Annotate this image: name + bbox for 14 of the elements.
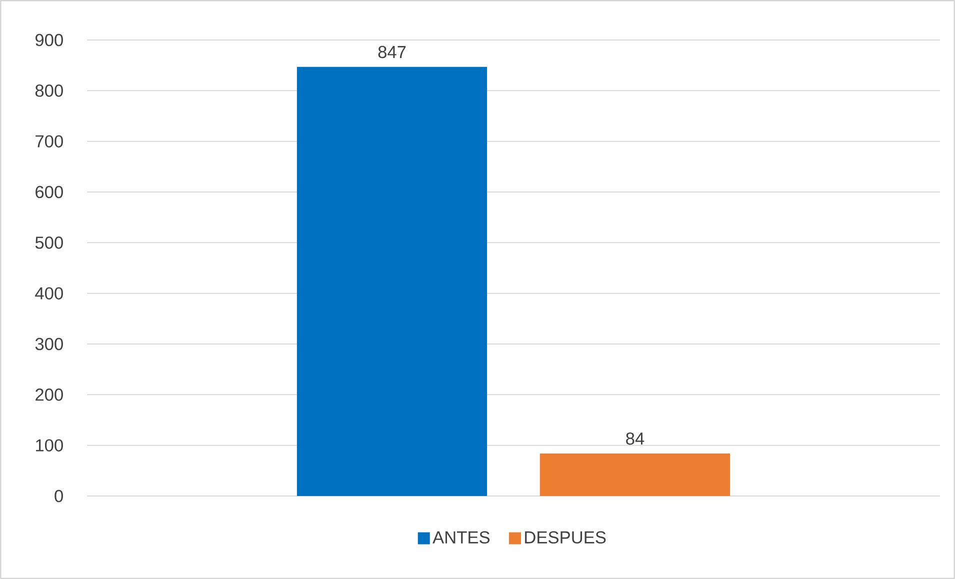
- y-tick-label: 500: [35, 236, 63, 249]
- y-tick-label: 400: [35, 287, 63, 300]
- y-tick-label: 200: [36, 388, 63, 401]
- y-tick-label: 900: [36, 34, 63, 46]
- y-tick-label: 800: [35, 84, 63, 97]
- y-tick-label: 100: [36, 439, 63, 452]
- y-tick-label: 700: [36, 135, 63, 148]
- y-tick-label: 300: [35, 338, 63, 350]
- legend-label: DESPUES: [525, 531, 606, 544]
- legend-label: ANTES: [432, 531, 490, 544]
- data-label: 847: [378, 46, 406, 58]
- y-tick-label: 600: [36, 186, 63, 198]
- y-tick-label: 0: [54, 490, 63, 502]
- data-label: 84: [626, 432, 644, 445]
